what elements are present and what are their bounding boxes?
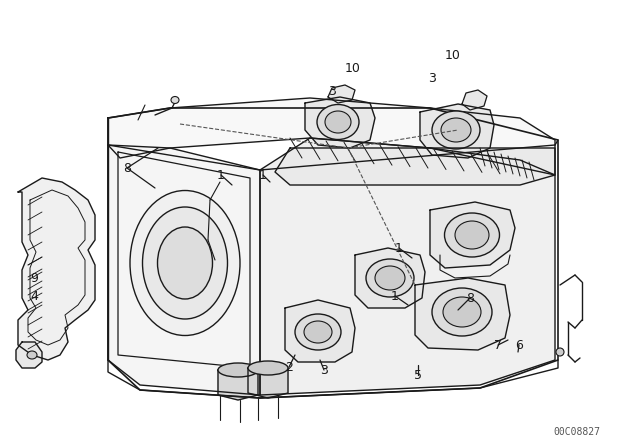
Polygon shape [248,364,288,398]
Text: 1: 1 [395,241,403,254]
Text: 1: 1 [391,289,399,302]
Text: 6: 6 [515,339,523,352]
Ellipse shape [295,314,341,350]
Polygon shape [260,138,555,395]
Text: 3: 3 [320,363,328,376]
Ellipse shape [432,111,480,149]
Polygon shape [355,248,425,308]
Ellipse shape [325,111,351,133]
Polygon shape [420,104,494,158]
Ellipse shape [375,266,405,290]
Ellipse shape [455,221,489,249]
Ellipse shape [304,321,332,343]
Ellipse shape [317,104,359,139]
Ellipse shape [248,361,288,375]
Polygon shape [415,278,510,350]
Text: 7: 7 [494,339,502,352]
Ellipse shape [556,348,564,356]
Polygon shape [218,366,258,400]
Polygon shape [16,342,42,368]
Text: 4: 4 [30,289,38,302]
Text: 3: 3 [328,85,336,98]
Ellipse shape [143,207,227,319]
Polygon shape [108,145,260,395]
Text: 2: 2 [285,361,293,374]
Polygon shape [328,85,355,103]
Text: 10: 10 [445,48,461,61]
Text: 00C08827: 00C08827 [554,427,600,437]
Text: 9: 9 [30,271,38,284]
Polygon shape [305,97,375,148]
Text: 3: 3 [428,72,436,85]
Polygon shape [462,90,487,110]
Text: 8: 8 [123,161,131,175]
Ellipse shape [441,118,471,142]
Ellipse shape [130,190,240,336]
Polygon shape [285,300,355,362]
Text: 10: 10 [345,61,361,74]
Ellipse shape [157,227,212,299]
Ellipse shape [366,259,414,297]
Polygon shape [18,178,95,360]
Polygon shape [108,98,555,175]
Ellipse shape [445,213,499,257]
Ellipse shape [443,297,481,327]
Text: 1: 1 [217,168,225,181]
Ellipse shape [27,351,37,359]
Ellipse shape [218,363,258,377]
Polygon shape [430,202,515,268]
Polygon shape [275,148,555,185]
Ellipse shape [171,96,179,103]
Ellipse shape [432,288,492,336]
Text: 5: 5 [414,369,422,382]
Text: 1: 1 [259,168,267,181]
Text: 8: 8 [466,292,474,305]
